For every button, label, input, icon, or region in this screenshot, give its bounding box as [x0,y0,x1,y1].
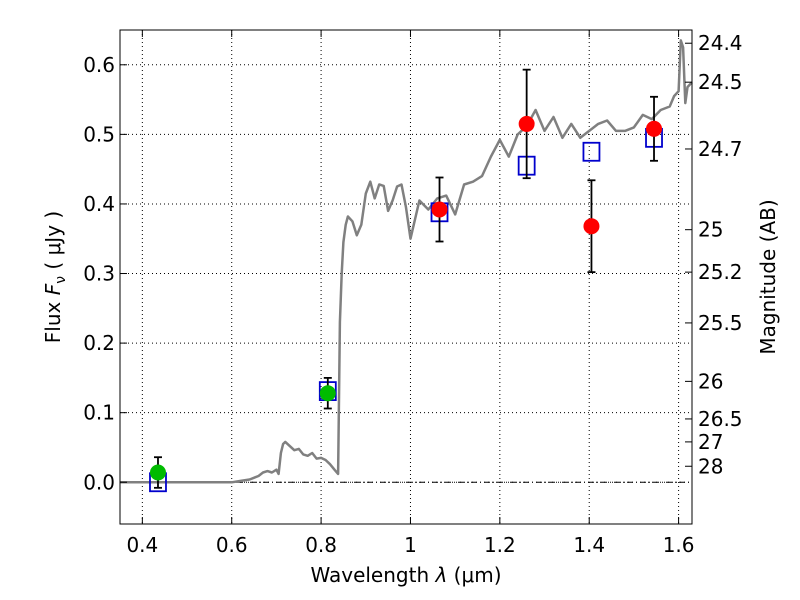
y-tick-label: 0.5 [83,122,115,146]
x-tick-label: 0.8 [305,533,337,557]
spectrum-line [120,39,693,484]
spectrum-series [120,39,693,484]
y2-tick-label: 25.5 [698,311,743,335]
y-axis-label: Flux Fν ( μJy ) [41,211,69,343]
data-point-circle [518,115,535,132]
data-point-circle [431,201,448,218]
x-tick-label: 1.4 [573,533,605,557]
data-point-circle [583,218,600,235]
data-point-square [582,141,601,162]
axis-ticks: 0.4 0.6 0.8 1 1.2 1.4 1.6 0.0 0.1 0.2 0.3 0.4 0.5 0.6… [83,30,743,557]
y2-tick-label: 24.7 [698,137,743,161]
x-axis-label: Wavelength λ (μm) [310,563,501,587]
y2-tick-label: 28 [698,454,723,478]
y-tick-label: 0.3 [83,262,115,286]
y-tick-label: 0.6 [83,53,115,77]
y2-tick-label: 24.5 [698,70,743,94]
x-tick-label: 1 [404,533,417,557]
y2-tick-label: 25 [698,218,723,242]
y2-tick-label: 27 [698,430,723,454]
y-tick-label: 0.1 [83,401,115,425]
y-tick-label: 0.0 [83,470,115,494]
x-tick-label: 0.6 [216,533,248,557]
x-tick-label: 1.2 [484,533,516,557]
y2-axis-label: Magnitude (AB) [756,199,780,354]
grid [120,30,692,524]
data-point-circle [149,464,166,481]
x-tick-label: 1.6 [663,533,695,557]
y2-tick-label: 25.2 [698,260,743,284]
y2-tick-label: 26.5 [698,407,743,431]
data-point-circle [319,385,336,402]
photometry-points [149,68,663,493]
y-tick-label: 0.2 [83,331,115,355]
plot-frame [119,29,693,525]
y2-tick-label: 24.4 [698,31,743,55]
y-tick-label: 0.4 [83,192,115,216]
y2-tick-label: 26 [698,369,723,393]
data-point-circle [646,120,663,137]
x-tick-label: 0.4 [126,533,158,557]
